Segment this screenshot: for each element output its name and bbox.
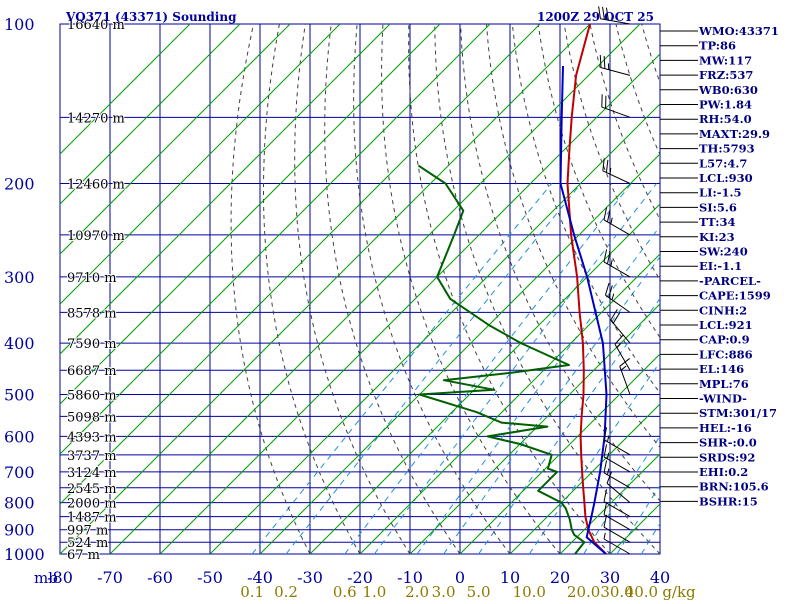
height-label: 2000 m	[67, 497, 117, 512]
stability-index-label: PW:1.84	[699, 98, 752, 112]
stability-index-label: FRZ:537	[699, 68, 753, 82]
height-label: 5860 m	[67, 388, 117, 403]
stability-index-label: TH:5793	[699, 142, 755, 156]
pressure-tick-label: 800	[4, 494, 35, 513]
pressure-tick-label: 300	[4, 268, 35, 287]
stability-index-label: WMO:43371	[698, 24, 779, 38]
stability-index-label: BSHR:15	[699, 494, 758, 508]
pressure-tick-label: 500	[4, 385, 35, 404]
stability-index-label: LCL:930	[699, 171, 753, 185]
mixing-ratio-label: 0.6	[333, 583, 357, 600]
pressure-tick-label: 700	[4, 463, 35, 482]
mixing-ratio-label: 40.0	[625, 583, 658, 600]
stability-index-label: STM:301/17	[699, 406, 777, 420]
height-label: 997 m	[67, 524, 108, 539]
mixing-ratio-label: 1.0	[362, 583, 386, 600]
temperature-tick-label: -60	[147, 568, 173, 587]
height-label: 5098 m	[67, 410, 117, 425]
pressure-tick-label: 600	[4, 427, 35, 446]
stability-index-label: L57:4.7	[699, 156, 747, 170]
stability-index-label: CAPE:1599	[699, 289, 771, 303]
mixing-ratio-label: 10.0	[513, 583, 546, 600]
mixing-ratio-label: 20.0	[567, 583, 600, 600]
height-label: 4393 m	[67, 430, 117, 445]
stability-index-label: EL:146	[699, 362, 744, 376]
height-label: 10970 m	[67, 229, 125, 244]
stability-index-label: MAXT:29.9	[699, 127, 770, 141]
height-label: 3737 m	[67, 449, 117, 464]
temperature-tick-label: 0	[455, 568, 465, 587]
stability-index-label: -PARCEL-	[699, 274, 761, 288]
mixing-ratio-label: 3.0	[432, 583, 456, 600]
stability-index-label: -WIND-	[699, 392, 747, 406]
stability-index-label: LCL:921	[699, 318, 753, 332]
temperature-tick-label: -80	[47, 568, 73, 587]
pressure-tick-label: 1000	[4, 545, 45, 564]
mixing-ratio-label: 2.0	[405, 583, 429, 600]
stability-index-label: RH:54.0	[699, 112, 752, 126]
valid-time: 1200Z 29 OCT 25	[537, 10, 654, 24]
temperature-tick-label: -50	[197, 568, 223, 587]
stability-index-label: LFC:886	[699, 347, 753, 361]
stability-index-label: EI:-1.1	[699, 259, 742, 273]
height-label: 8578 m	[67, 306, 117, 321]
temperature-tick-label: -30	[297, 568, 323, 587]
stability-index-label: TP:86	[699, 39, 736, 53]
station-title: VQ371 (43371) Sounding	[65, 10, 237, 24]
stability-index-label: WB0:630	[698, 83, 758, 97]
stability-index-label: CINH:2	[699, 303, 747, 317]
stability-index-label: HEL:-16	[699, 421, 752, 435]
pressure-tick-label: 900	[4, 521, 35, 540]
height-label: 14270 m	[67, 111, 125, 126]
pressure-tick-label: 200	[4, 175, 35, 194]
stability-index-label: SHR-:0.0	[699, 436, 757, 450]
mixing-ratio-label: 5.0	[467, 583, 491, 600]
stability-index-label: CAP:0.9	[699, 333, 750, 347]
stability-index-label: LI:-1.5	[699, 186, 742, 200]
stability-index-label: TT:34	[699, 215, 736, 229]
stability-index-label: MW:117	[699, 53, 752, 67]
height-label: 7590 m	[67, 337, 117, 352]
stability-index-label: SRDS:92	[699, 450, 755, 464]
mixing-ratio-label: 0.2	[274, 583, 298, 600]
height-label: 6687 m	[67, 364, 117, 379]
height-label: 9710 m	[67, 271, 117, 286]
stability-index-label: SW:240	[699, 245, 748, 259]
ratio-unit-label: g/kg	[662, 583, 696, 600]
mixing-ratio-label: 0.1	[240, 583, 264, 600]
temperature-tick-label: -70	[97, 568, 123, 587]
stability-index-label: MPL:76	[699, 377, 749, 391]
stability-index-label: BRN:105.6	[699, 480, 769, 494]
stability-index-label: EHI:0.2	[699, 465, 748, 479]
stability-index-label: KI:23	[699, 230, 735, 244]
pressure-tick-label: 400	[4, 334, 35, 353]
height-label: 1487 m	[67, 511, 117, 526]
height-label: 3124 m	[67, 466, 117, 481]
height-label: 2545 m	[67, 482, 117, 497]
height-label: 12460 m	[67, 178, 125, 193]
stability-index-label: SI:5.6	[699, 200, 737, 214]
pressure-tick-label: 100	[4, 15, 35, 34]
